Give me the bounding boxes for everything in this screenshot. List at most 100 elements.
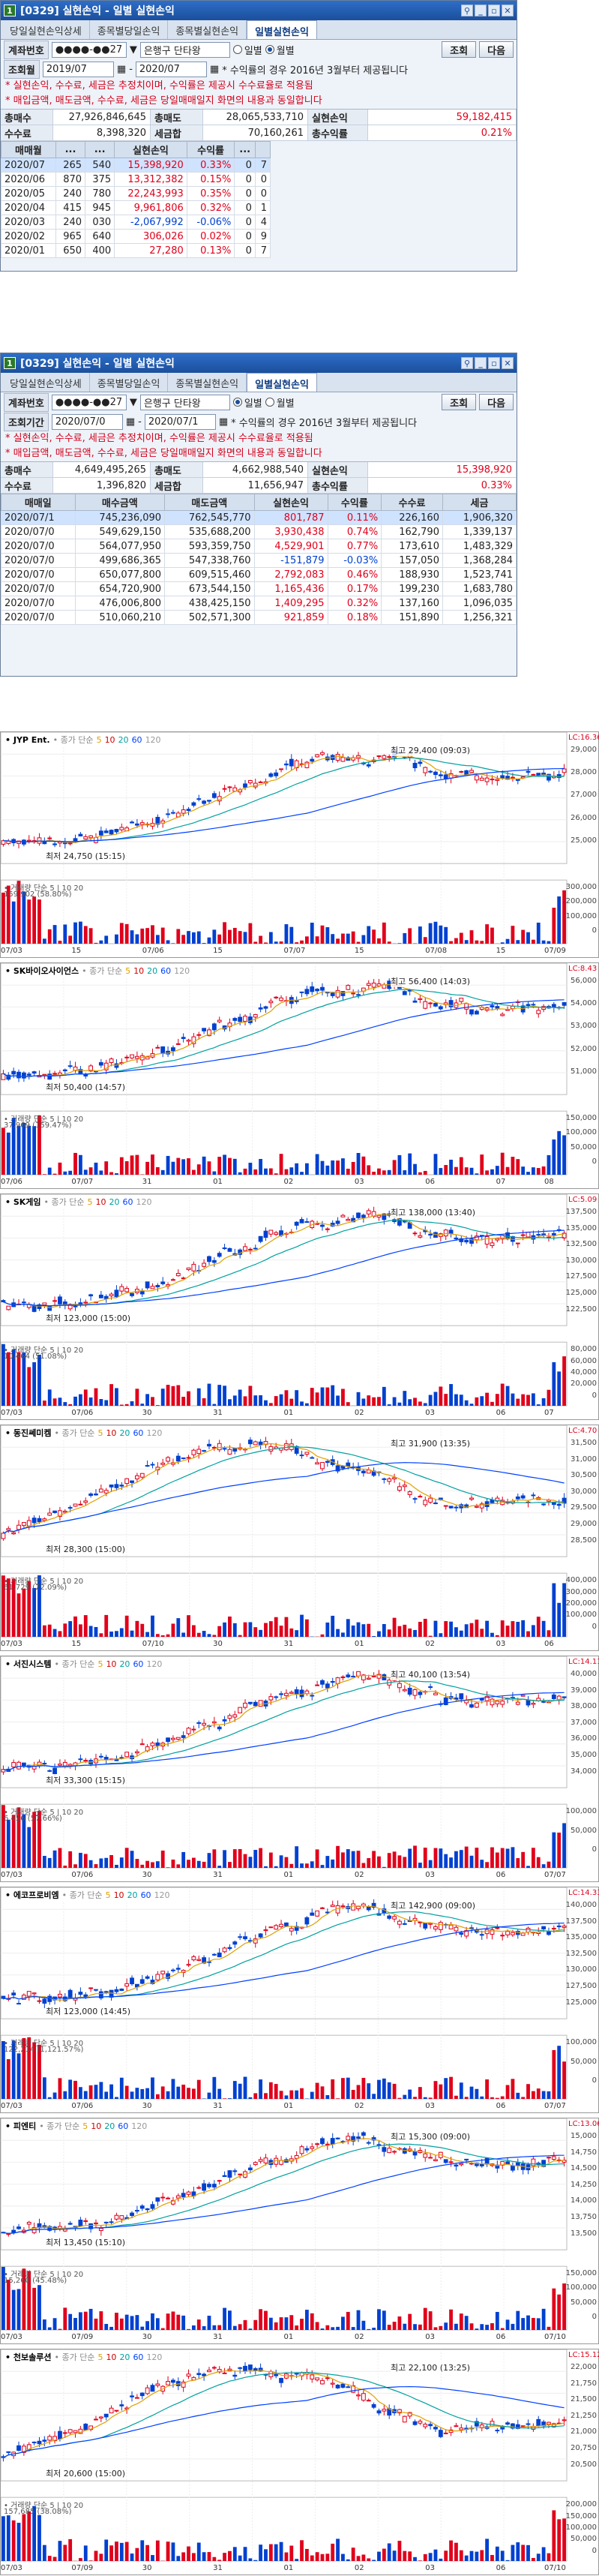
volume-bar: [125, 2315, 129, 2330]
volume-bar: [48, 1858, 52, 1868]
tab-today-detail[interactable]: 당일실현손익상세: [2, 373, 90, 392]
candle-body: [434, 2160, 438, 2161]
candle-body: [48, 2436, 52, 2440]
minimize-icon[interactable]: _: [475, 357, 487, 369]
stock-name[interactable]: • JYP Ent.: [5, 735, 50, 745]
column-header[interactable]: 수익률: [328, 494, 382, 511]
column-header[interactable]: 수익률: [187, 142, 235, 158]
column-header[interactable]: 세금: [442, 494, 516, 511]
column-header[interactable]: 매매월: [1, 142, 56, 158]
account-dropdown-icon[interactable]: ▼: [130, 397, 137, 408]
stock-name[interactable]: • 에코프로비엠: [5, 1889, 59, 1901]
account-type[interactable]: 은행구 단타왕: [140, 395, 230, 410]
tab-daily-realized[interactable]: 일별실현손익: [247, 20, 317, 39]
candle-body: [346, 1675, 350, 1677]
tab-today-detail[interactable]: 당일실현손익상세: [2, 20, 90, 39]
from-date-input[interactable]: 2020/07/0: [52, 414, 123, 430]
link-icon[interactable]: ⚲: [461, 357, 473, 369]
next-button[interactable]: 다음: [479, 394, 514, 410]
tab-stock-today[interactable]: 종목별당일손익: [90, 20, 169, 39]
close-icon[interactable]: ✕: [502, 357, 514, 369]
stock-name[interactable]: • 피엔티: [5, 2120, 36, 2132]
query-button[interactable]: 조회: [442, 41, 476, 58]
query-button[interactable]: 조회: [442, 394, 476, 410]
tab-stock-today[interactable]: 종목별당일손익: [90, 373, 169, 392]
link-icon[interactable]: ⚲: [461, 5, 473, 17]
to-month-input[interactable]: 2020/07: [136, 62, 207, 77]
daily-radio[interactable]: 일별: [233, 43, 262, 57]
stock-name[interactable]: • 서진시스템: [5, 1658, 51, 1670]
column-header[interactable]: 매수금액: [75, 494, 165, 511]
column-header[interactable]: [255, 142, 270, 158]
window-title-bar[interactable]: 1 [0329] 실현손익 - 일별 실현손익 ⚲_▫✕: [1, 353, 517, 373]
stock-name[interactable]: • 동진쎄미켐: [5, 1427, 51, 1439]
calendar-icon[interactable]: ▦: [117, 64, 126, 75]
calendar-icon[interactable]: ▦: [126, 416, 135, 428]
calendar-icon[interactable]: ▦: [210, 64, 219, 75]
monthly-radio[interactable]: 월별: [265, 43, 295, 57]
stock-name[interactable]: • SK바이오사이언스: [5, 965, 79, 977]
candle-body: [217, 1953, 221, 1956]
candle-body: [424, 1923, 427, 1928]
monthly-radio[interactable]: 월별: [265, 395, 295, 410]
from-month-input[interactable]: 2019/07: [43, 62, 114, 77]
volume-bar: [274, 2544, 278, 2561]
tab-stock-realized[interactable]: 종목별실현손익: [168, 20, 247, 39]
account-input[interactable]: ●●●●-●●27: [52, 395, 127, 410]
calendar-icon[interactable]: ▦: [219, 416, 228, 428]
restore-icon[interactable]: ▫: [488, 357, 500, 369]
daily-radio[interactable]: 일별: [233, 395, 262, 410]
candle-body: [388, 1916, 391, 1918]
stock-name[interactable]: • 천보솔루션: [5, 2351, 51, 2363]
volume-bar: [151, 1397, 154, 1406]
column-header[interactable]: ...: [55, 142, 85, 158]
candle-body: [460, 998, 463, 1002]
column-header[interactable]: 매도금액: [165, 494, 255, 511]
stock-name[interactable]: • SK게임: [5, 1196, 41, 1208]
tab-stock-realized[interactable]: 종목별실현손익: [168, 373, 247, 392]
account-type[interactable]: 은행구 단타왕: [140, 42, 230, 58]
column-header[interactable]: 매매일: [1, 494, 76, 511]
column-header[interactable]: ...: [85, 142, 115, 158]
minimize-icon[interactable]: _: [475, 5, 487, 17]
close-icon[interactable]: ✕: [502, 5, 514, 17]
volume-bar: [63, 2544, 67, 2561]
account-dropdown-icon[interactable]: ▼: [130, 44, 137, 56]
restore-icon[interactable]: ▫: [488, 5, 500, 17]
column-header[interactable]: 실현손익: [254, 494, 328, 511]
account-input[interactable]: ●●●●-●●27: [52, 42, 127, 58]
column-header[interactable]: ...: [235, 142, 256, 158]
window-title-bar[interactable]: 1 [0329] 실현손익 - 일별 실현손익 ⚲_▫✕: [1, 1, 517, 20]
candle-body: [187, 2374, 190, 2376]
candle-body: [444, 1230, 448, 1236]
column-header[interactable]: 수수료: [382, 494, 443, 511]
volume-bar: [233, 1159, 237, 1175]
next-button[interactable]: 다음: [479, 41, 514, 58]
tab-daily-realized[interactable]: 일별실현손익: [247, 373, 317, 392]
to-date-input[interactable]: 2020/07/1: [145, 414, 216, 430]
column-header[interactable]: 실현손익: [115, 142, 187, 158]
